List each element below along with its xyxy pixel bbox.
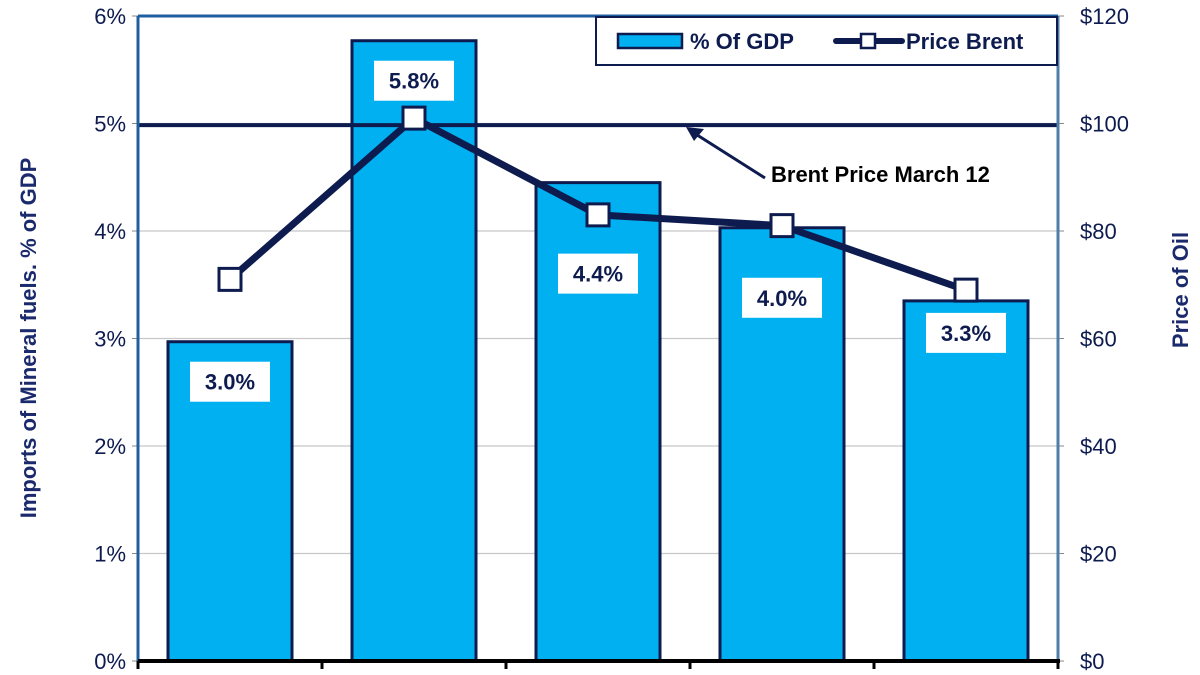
y2-axis-title: Price of Oil: [1168, 232, 1193, 348]
y2-tick-label: $20: [1080, 542, 1117, 567]
legend-label-brent: Price Brent: [906, 29, 1024, 54]
data-label-box: [558, 253, 638, 294]
y2-tick-label: $0: [1080, 649, 1104, 674]
data-label: 3.0%: [205, 370, 255, 395]
line-series: [217, 105, 979, 303]
data-label: 4.4%: [573, 262, 623, 287]
y2-tick-label: $120: [1080, 4, 1129, 29]
y2-tick-label: $80: [1080, 219, 1117, 244]
bar-series: [166, 39, 1030, 663]
bar: [902, 299, 1030, 663]
line-marker: [769, 213, 795, 239]
data-label-box: [374, 60, 454, 101]
line-marker: [953, 277, 979, 303]
y-tick-label: 2%: [94, 434, 126, 459]
y-tick-label: 1%: [94, 542, 126, 567]
y-tick-label: 3%: [94, 327, 126, 352]
line-marker: [401, 105, 427, 131]
annotation-arrow-head: [686, 127, 704, 141]
data-label-box: [190, 361, 270, 402]
line-marker: [217, 266, 243, 292]
y-axis-title: Imports of Mineral fuels. % of GDP: [16, 158, 41, 519]
bar: [350, 39, 478, 663]
legend-swatch-marker: [859, 32, 877, 50]
axes: 0% 1% 2% 3% 4% 5% 6% $0 $20 $40 $60 $80 $100 $120: [94, 4, 1129, 674]
data-label: 5.8%: [389, 69, 439, 94]
annotation-arrow-shaft: [693, 131, 766, 180]
data-label-box: [742, 277, 822, 318]
data-label: 3.3%: [941, 321, 991, 346]
y-tick-label: 0%: [94, 649, 126, 674]
legend: % Of GDP Price Brent: [595, 16, 1058, 66]
reference-line-annotation: Brent Price March 12: [771, 162, 990, 187]
line-marker: [585, 202, 611, 228]
y2-tick-label: $40: [1080, 434, 1117, 459]
y-tick-label: 4%: [94, 219, 126, 244]
y-tick-label: 5%: [94, 112, 126, 137]
reference-line-group: [138, 123, 1058, 180]
data-labels: 3.0% 5.8% 4.4% 4.0% 3.3%: [190, 60, 1006, 402]
y2-tick-label: $60: [1080, 327, 1117, 352]
legend-swatch-bar: [616, 32, 684, 50]
data-label: 4.0%: [757, 286, 807, 311]
y2-tick-label: $100: [1080, 112, 1129, 137]
y-tick-label: 6%: [94, 4, 126, 29]
legend-label-gdp: % Of GDP: [690, 29, 794, 54]
data-label-box: [926, 312, 1006, 353]
